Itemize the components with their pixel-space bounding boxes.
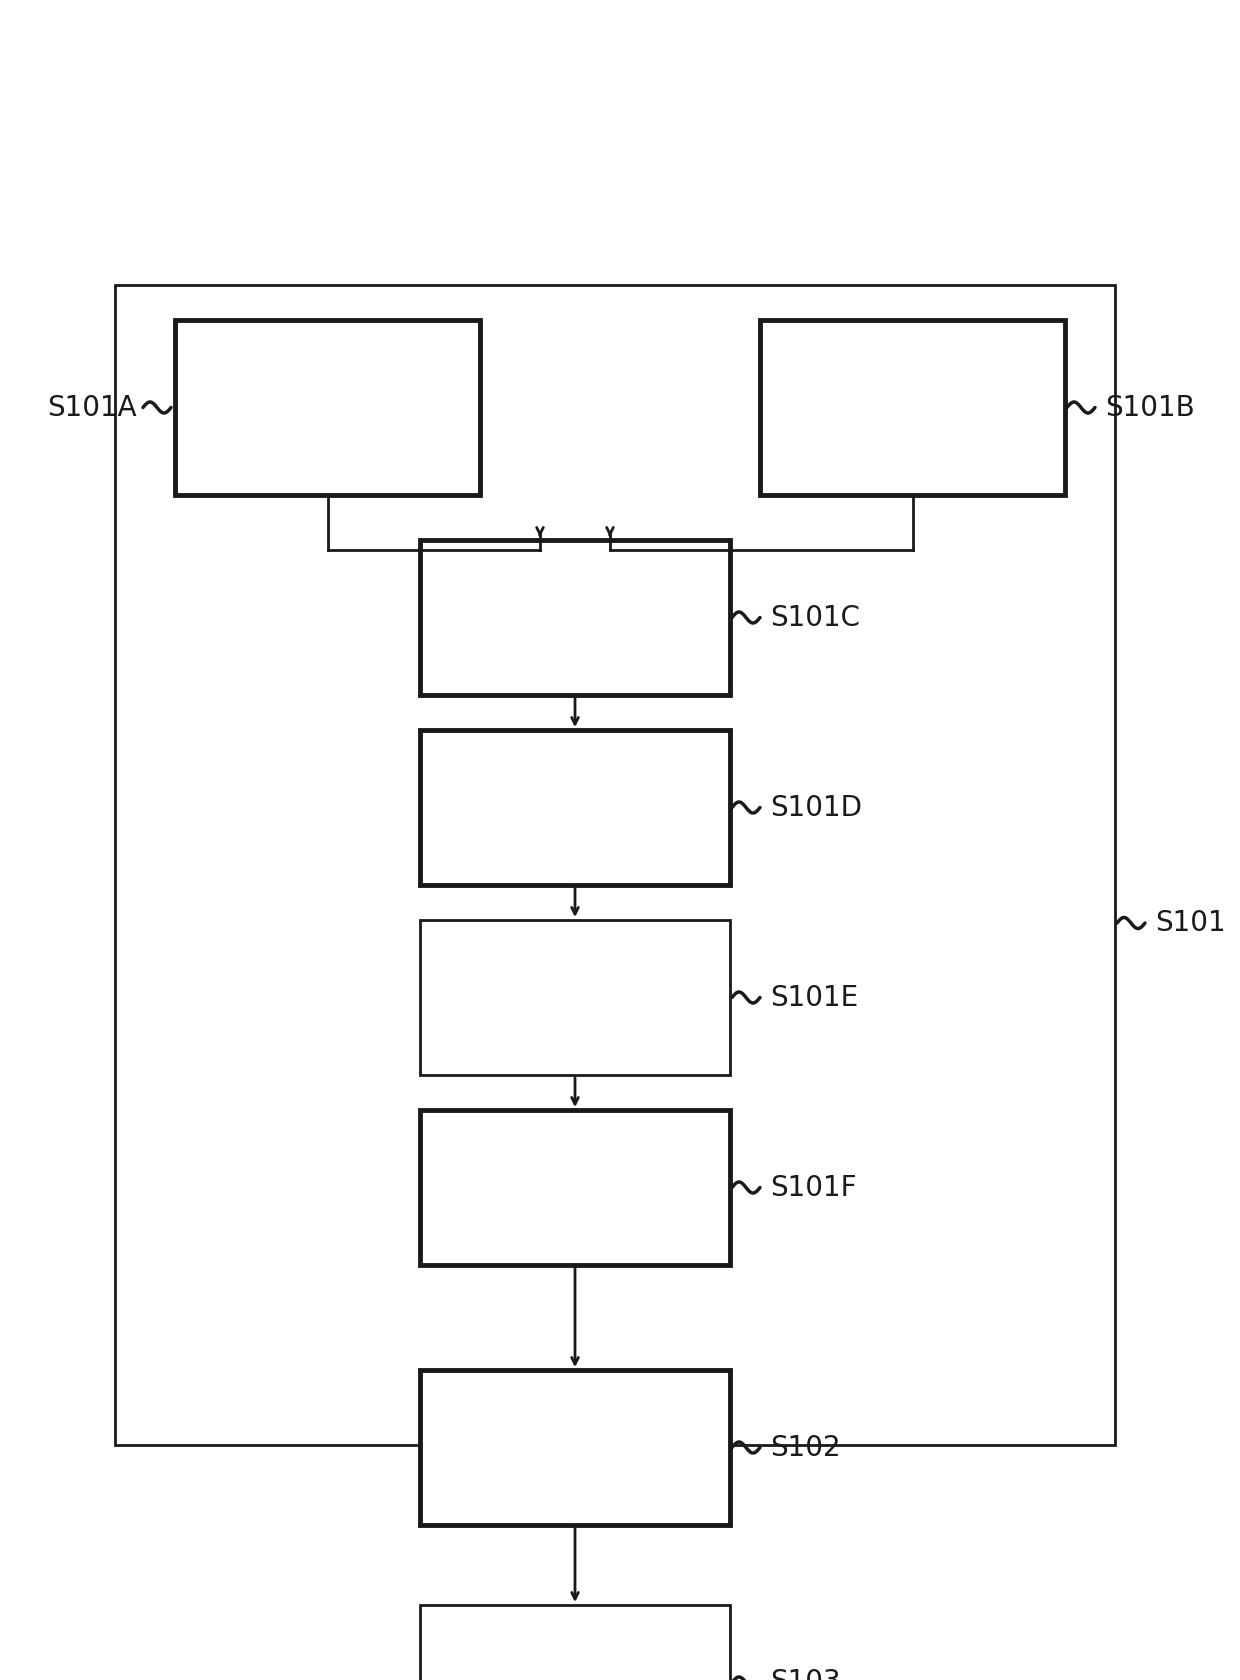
Text: S101A: S101A (47, 393, 136, 422)
Text: S101D: S101D (770, 793, 862, 822)
Text: S101: S101 (1154, 909, 1225, 937)
Bar (115, 286, 1115, 1445)
Text: S101F: S101F (770, 1174, 857, 1201)
Bar (420, 1604, 730, 1680)
Text: S101E: S101E (770, 983, 858, 1011)
Text: S101B: S101B (1105, 393, 1195, 422)
Bar (420, 731, 730, 885)
Bar (420, 921, 730, 1075)
Bar (420, 1110, 730, 1265)
Text: S103: S103 (770, 1668, 841, 1680)
Bar (175, 319, 480, 496)
Bar (760, 319, 1065, 496)
Text: S101C: S101C (770, 603, 861, 632)
Bar (420, 539, 730, 696)
Text: S102: S102 (770, 1433, 841, 1462)
Bar (420, 1369, 730, 1525)
